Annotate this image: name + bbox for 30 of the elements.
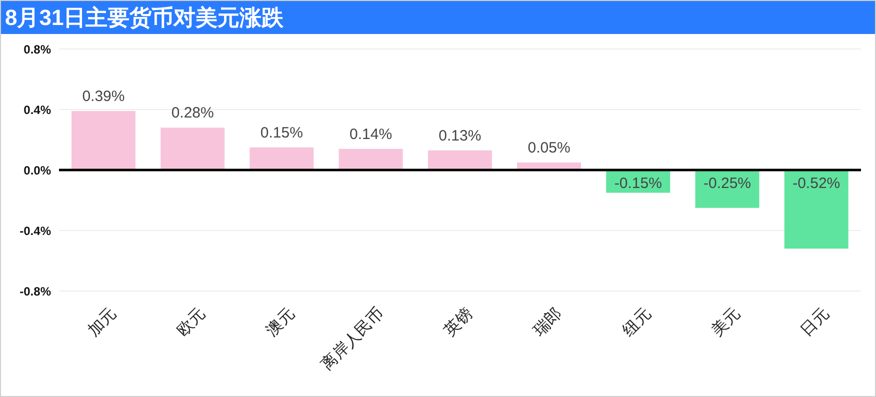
bar	[428, 150, 492, 170]
x-tick-label: 纽元	[620, 305, 654, 340]
y-tick-label: -0.8%	[20, 284, 52, 298]
bar	[160, 128, 225, 170]
chart-title: 8月31日主要货币对美元涨跌	[1, 1, 875, 34]
data-label: -0.15%	[614, 175, 662, 192]
data-label: 0.13%	[438, 127, 482, 144]
data-label: 0.05%	[528, 139, 570, 156]
data-label: 0.28%	[171, 104, 214, 122]
y-tick-label: 0.8%	[24, 42, 52, 56]
data-label: 0.14%	[350, 126, 392, 143]
y-tick-label: -0.4%	[20, 224, 52, 238]
bar	[71, 111, 136, 170]
x-tick-label: 瑞郎	[530, 304, 566, 340]
y-tick-label: 0.0%	[24, 163, 52, 178]
bar	[784, 170, 848, 249]
data-label: 0.39%	[82, 88, 125, 106]
x-tick-label: 日元	[798, 305, 833, 340]
x-tick-label: 英镑	[440, 304, 476, 340]
x-tick-label: 澳元	[263, 305, 298, 340]
bar	[338, 148, 403, 170]
x-tick-label: 离岸人民币	[318, 304, 388, 374]
data-label: -0.52%	[792, 175, 840, 192]
x-tick-label: 美元	[708, 304, 744, 340]
data-label: -0.25%	[703, 175, 752, 192]
x-tick-label: 加元	[84, 304, 120, 340]
x-tick-label: 欧元	[174, 305, 209, 340]
y-tick-label: 0.4%	[24, 102, 52, 117]
bar	[250, 147, 314, 170]
data-label: 0.15%	[260, 124, 303, 142]
